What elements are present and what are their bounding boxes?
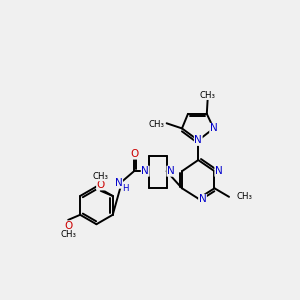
- Text: N: N: [199, 194, 206, 204]
- Text: N: N: [210, 123, 218, 134]
- Text: O: O: [64, 221, 72, 231]
- Text: CH₃: CH₃: [237, 192, 253, 201]
- Text: CH₃: CH₃: [60, 230, 76, 239]
- Text: CH₃: CH₃: [200, 91, 216, 100]
- Text: H: H: [122, 184, 129, 193]
- Text: N: N: [215, 166, 223, 176]
- Text: N: N: [194, 135, 202, 146]
- Text: N: N: [167, 166, 175, 176]
- Text: N: N: [115, 178, 122, 188]
- Text: CH₃: CH₃: [93, 172, 109, 181]
- Text: O: O: [97, 180, 105, 190]
- Text: CH₃: CH₃: [149, 120, 165, 129]
- Text: N: N: [141, 166, 149, 176]
- Text: O: O: [130, 149, 138, 159]
